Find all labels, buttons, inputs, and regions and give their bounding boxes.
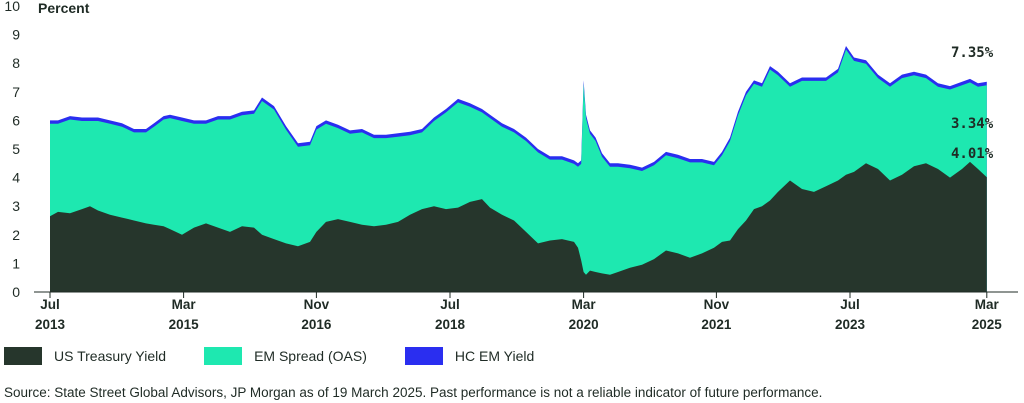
legend-label-treasury: US Treasury Yield [54,348,167,364]
x-tick-label-year: 2020 [569,317,599,332]
legend-label-em-spread: EM Spread (OAS) [254,348,367,364]
annotation-treasury-yield: 4.01% [951,146,994,162]
legend-item-treasury: US Treasury Yield [4,347,166,365]
source-note: Source: State Street Global Advisors, JP… [4,385,823,400]
x-tick-label-year: 2025 [972,317,1003,332]
x-tick-labels: Jul 2013 Mar 2015 Nov 2016 Jul 2018 Mar 2020 Nov 20… [35,292,1002,332]
y-tick-label: 3 [12,198,20,214]
legend-swatch-hc-em-yield [404,347,443,365]
x-tick-label-year: 2016 [301,317,332,332]
legend-swatch-treasury [4,347,42,365]
x-tick-label-month: Nov [304,297,330,312]
y-tick-labels: 0 1 2 3 4 5 6 7 8 9 10 [4,0,20,300]
x-tick-label-month: Mar [172,297,197,312]
y-tick-label: 2 [12,227,20,243]
legend-swatch-em-spread [204,347,243,365]
stacked-areas [50,46,987,292]
x-tick-label-month: Jul [40,297,60,312]
y-tick-label: 9 [12,27,20,43]
x-tick-label-year: 2023 [835,317,866,332]
area-treasury-yield [50,161,987,292]
y-tick-label: 5 [12,141,20,157]
x-tick-label-year: 2015 [169,317,200,332]
legend-item-hc-em-yield: HC EM Yield [404,347,535,365]
y-tick-label: 0 [12,284,20,300]
annotation-hc-em-yield: 7.35% [951,45,994,61]
x-tick-label-year: 2013 [35,317,66,332]
legend: US Treasury Yield EM Spread (OAS) HC EM … [4,347,572,365]
legend-label-hc-em-yield: HC EM Yield [454,348,535,364]
chart-area: Percent 0 1 2 3 4 5 6 7 8 9 10 Jul 2013 Mar 2015 Nov 20… [4,0,1018,332]
y-tick-label: 1 [12,255,20,271]
annotation-em-spread: 3.34% [951,116,994,132]
y-axis-title: Percent [38,0,90,16]
x-tick-label-month: Nov [704,297,730,312]
x-tick-label-month: Jul [440,297,460,312]
y-tick-label: 8 [12,55,20,71]
x-tick-label-month: Mar [975,297,1000,312]
y-tick-label: 10 [4,0,20,14]
legend-item-em-spread: EM Spread (OAS) [204,347,367,365]
y-tick-label: 4 [12,170,20,186]
y-tick-label: 7 [12,84,20,100]
x-tick-label-month: Jul [840,297,860,312]
x-tick-label-year: 2021 [701,317,732,332]
x-tick-label-month: Mar [572,297,597,312]
y-tick-label: 6 [12,112,20,128]
x-tick-label-year: 2018 [435,317,466,332]
